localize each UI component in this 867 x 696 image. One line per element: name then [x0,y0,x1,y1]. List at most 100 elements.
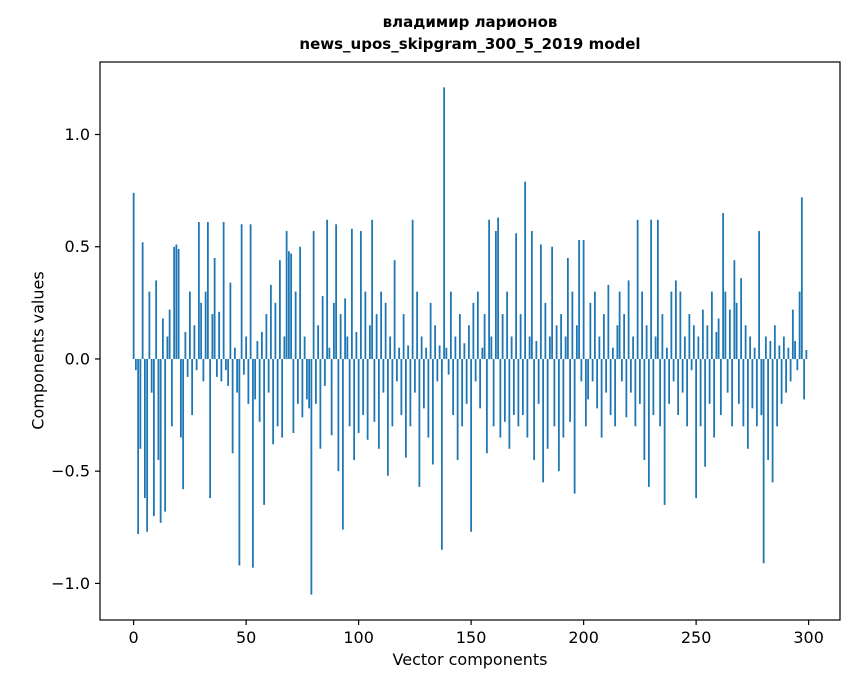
bar [218,311,221,359]
bar [229,282,232,359]
bar [663,358,666,505]
bar [146,358,149,532]
bar [485,358,488,454]
chart-title: владимир ларионов news_upos_skipgram_300… [100,12,840,56]
bar [260,332,263,359]
bar [422,358,425,409]
bar [728,309,731,359]
y-tick-label: −0.5 [51,462,90,481]
bar [404,358,407,458]
x-tick-label: 0 [129,628,139,647]
bar [431,358,434,465]
bar [312,231,315,359]
bar [323,358,326,386]
bar [384,302,387,359]
bar [670,291,673,359]
bar [488,219,491,359]
bar [647,358,650,487]
bar [265,314,268,359]
bar [726,358,729,393]
bar [321,296,324,359]
bar [580,358,583,382]
bar [438,345,441,359]
x-tick-label: 150 [456,628,487,647]
x-tick-label: 200 [568,628,599,647]
bar [359,231,362,359]
bar [472,302,475,359]
bar [719,358,722,416]
bar [164,358,167,512]
bar [692,325,695,359]
bar [773,325,776,359]
bar [213,257,216,359]
bar [557,358,560,472]
bar [173,246,176,359]
bar [395,358,398,382]
bar [429,302,432,359]
bar [701,309,704,359]
bar [564,336,567,359]
y-tick-label: −1.0 [51,574,90,593]
bar [182,358,185,490]
bar [168,309,171,359]
bar [519,314,522,359]
bar [148,291,151,359]
bar [152,358,155,517]
bar [524,181,527,359]
bar [281,358,284,438]
bar [537,358,540,404]
bar [767,358,770,460]
bar [238,358,241,566]
bar [636,219,639,359]
bar [357,358,360,434]
bar [400,358,403,416]
bar [758,231,761,359]
bar [413,358,416,393]
bar [764,336,767,359]
bar [249,224,252,359]
bar [465,358,468,404]
bar [582,239,585,359]
bar [134,358,137,371]
bar [645,325,648,359]
bar [371,219,374,359]
bar [566,257,569,359]
bar [596,358,599,409]
bar [301,358,304,418]
bar [778,345,781,359]
y-tick-label: 0.0 [65,349,90,368]
bar [724,291,727,359]
bar [195,358,198,371]
bar [139,358,142,449]
bar [461,358,464,427]
bar [715,332,718,359]
bar [348,358,351,427]
bar [688,314,691,359]
x-tick-label: 300 [793,628,824,647]
bar [436,358,439,382]
bar [155,280,158,359]
bar [179,358,182,438]
bar [751,358,754,409]
bar [411,219,414,359]
bar [697,336,700,359]
bar [548,336,551,359]
bar [326,219,329,359]
bar [530,231,533,359]
bar [794,341,797,359]
bar [791,309,794,359]
bar [481,347,484,359]
bar [366,358,369,440]
bar [600,358,603,438]
bar [735,302,738,359]
bar [578,239,581,359]
bar [231,358,234,454]
bar [150,358,153,393]
bar [294,291,297,359]
bar [490,336,493,359]
bar [798,291,801,359]
bar [220,358,223,382]
bar [476,291,479,359]
bar [287,251,290,359]
bar [335,224,338,359]
